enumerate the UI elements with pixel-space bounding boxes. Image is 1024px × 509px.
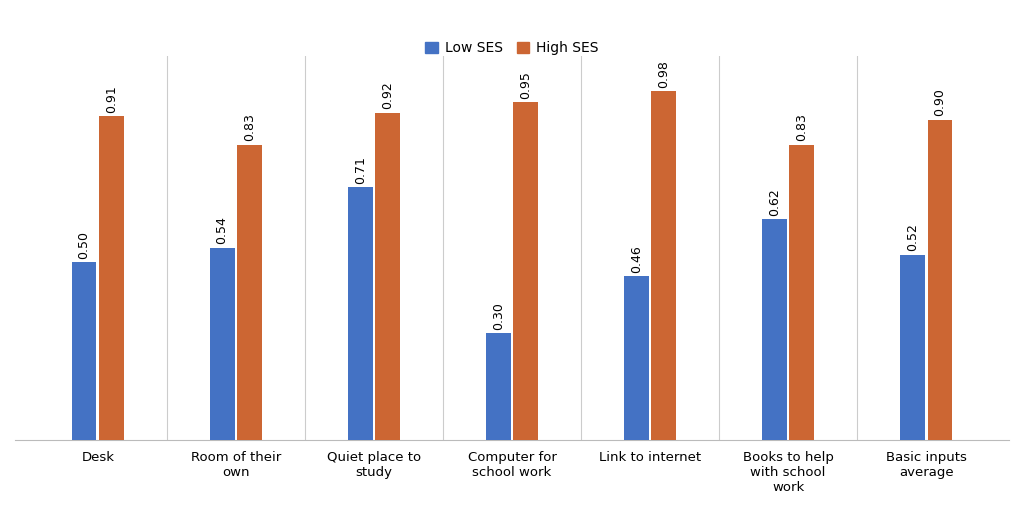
Text: 0.54: 0.54 [216, 216, 228, 244]
Text: 0.91: 0.91 [105, 85, 118, 113]
Text: 0.62: 0.62 [768, 188, 781, 216]
Text: 0.30: 0.30 [492, 302, 505, 330]
Bar [624, 276, 648, 440]
Text: 0.71: 0.71 [353, 156, 367, 184]
Bar [238, 145, 262, 440]
Text: 0.92: 0.92 [381, 81, 394, 109]
Text: 0.50: 0.50 [78, 231, 90, 259]
Bar [513, 102, 539, 440]
Text: 0.83: 0.83 [796, 114, 808, 141]
Bar [762, 219, 786, 440]
Bar [900, 255, 925, 440]
Bar [72, 262, 96, 440]
Text: 0.83: 0.83 [243, 114, 256, 141]
Bar [99, 116, 124, 440]
Text: 0.90: 0.90 [934, 89, 946, 116]
Bar [376, 113, 400, 440]
Bar [651, 92, 676, 440]
Bar [210, 248, 234, 440]
Text: 0.98: 0.98 [657, 60, 671, 88]
Bar [348, 187, 373, 440]
Bar [928, 120, 952, 440]
Text: 0.52: 0.52 [906, 223, 919, 251]
Text: 0.95: 0.95 [519, 71, 532, 99]
Bar [485, 333, 511, 440]
Text: 0.46: 0.46 [630, 245, 643, 273]
Bar [790, 145, 814, 440]
Legend: Low SES, High SES: Low SES, High SES [420, 36, 604, 61]
